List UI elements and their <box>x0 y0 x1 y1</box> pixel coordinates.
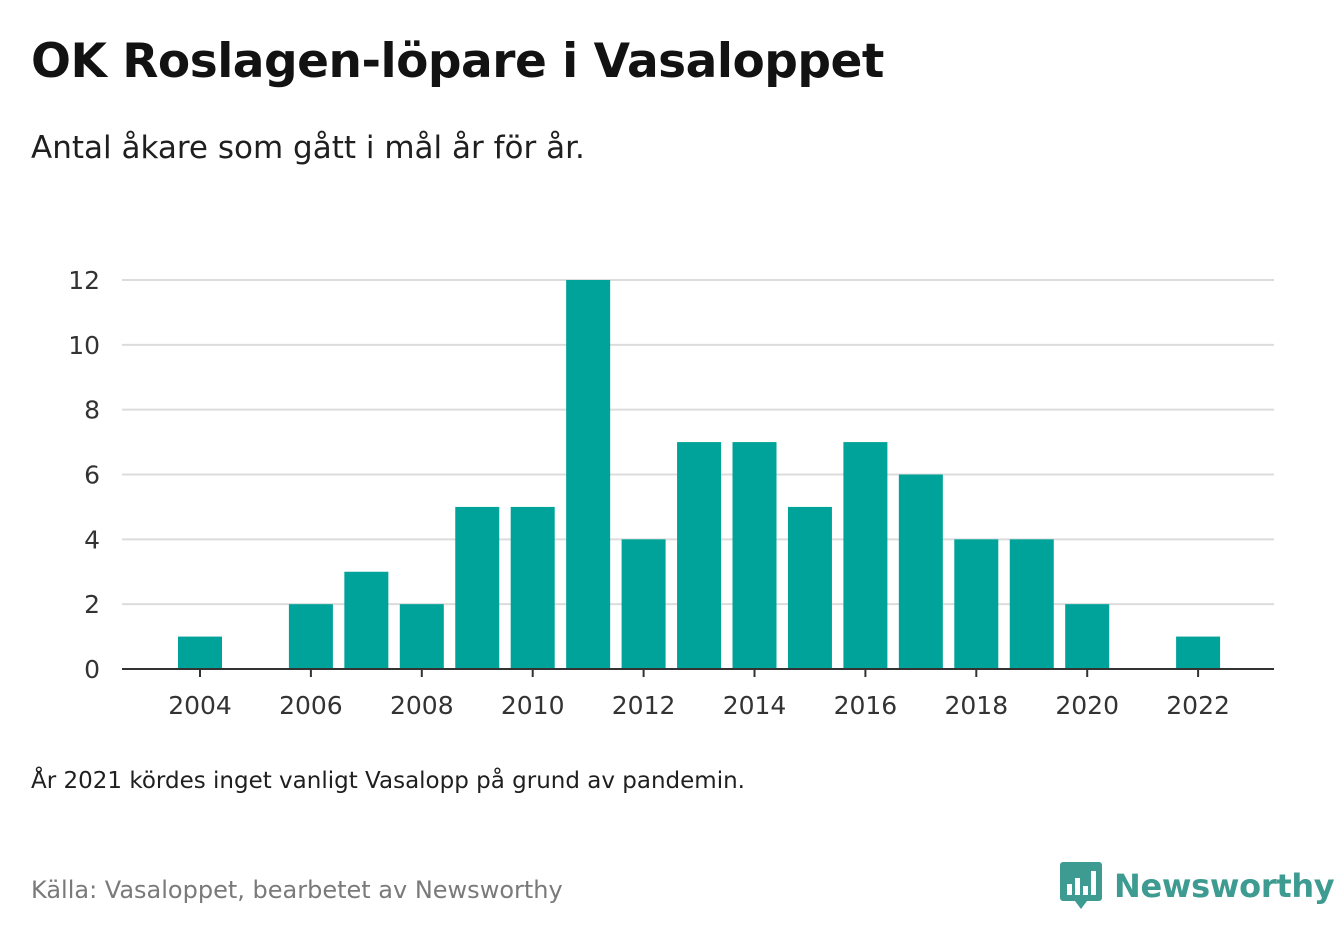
bars <box>178 280 1221 669</box>
bar-2010 <box>510 506 555 669</box>
bar-2018 <box>954 539 999 669</box>
bar-2014 <box>732 442 777 669</box>
bar-2007 <box>344 571 389 669</box>
chart-title: OK Roslagen-löpare i Vasaloppet <box>31 34 884 89</box>
x-tick-label: 2022 <box>1166 691 1230 720</box>
bar-2006 <box>288 604 333 669</box>
y-tick-label: 0 <box>84 655 100 684</box>
bar-2004 <box>178 636 222 669</box>
bar-2013 <box>677 442 722 669</box>
x-tick-label: 2008 <box>390 691 454 720</box>
newsworthy-chart-bubble-icon <box>1060 862 1102 909</box>
newsworthy-logo: Newsworthy <box>1060 862 1335 910</box>
x-tick-labels: 2004 2006 2008 2010 2012 2014 2016 2018 2020 2022 <box>168 691 1230 720</box>
bar-2012 <box>621 539 666 669</box>
y-tick-label: 6 <box>84 461 100 490</box>
x-tick-label: 2010 <box>501 691 565 720</box>
x-tick-label: 2004 <box>168 691 232 720</box>
y-tick-label: 4 <box>84 525 100 554</box>
bar-2008 <box>399 604 444 669</box>
footnote: År 2021 kördes inget vanligt Vasalopp på… <box>31 768 745 794</box>
x-tick-label: 2020 <box>1055 691 1119 720</box>
y-tick-label: 2 <box>84 590 100 619</box>
x-tick-label: 2014 <box>723 691 787 720</box>
bar-2011 <box>566 280 611 669</box>
bar-2020 <box>1065 604 1110 669</box>
y-tick-label: 12 <box>68 266 100 295</box>
bar-2015 <box>787 506 832 669</box>
x-tick-label: 2016 <box>834 691 898 720</box>
y-tick-labels: 0 2 4 6 8 10 12 <box>68 266 100 684</box>
axes <box>122 668 1274 677</box>
logo-text: Newsworthy <box>1114 867 1335 905</box>
bar-2016 <box>843 442 888 669</box>
x-tick-label: 2018 <box>944 691 1008 720</box>
bar-2009 <box>455 506 500 669</box>
x-tick-label: 2006 <box>279 691 343 720</box>
bar-2022 <box>1176 636 1221 669</box>
bar-2019 <box>1009 539 1054 669</box>
bar-2017 <box>898 474 943 669</box>
y-tick-label: 10 <box>68 331 100 360</box>
x-tick-label: 2012 <box>612 691 676 720</box>
y-tick-label: 8 <box>84 396 100 425</box>
chart-subtitle: Antal åkare som gått i mål år för år. <box>31 130 585 166</box>
source-credit: Källa: Vasaloppet, bearbetet av Newswort… <box>31 876 563 904</box>
